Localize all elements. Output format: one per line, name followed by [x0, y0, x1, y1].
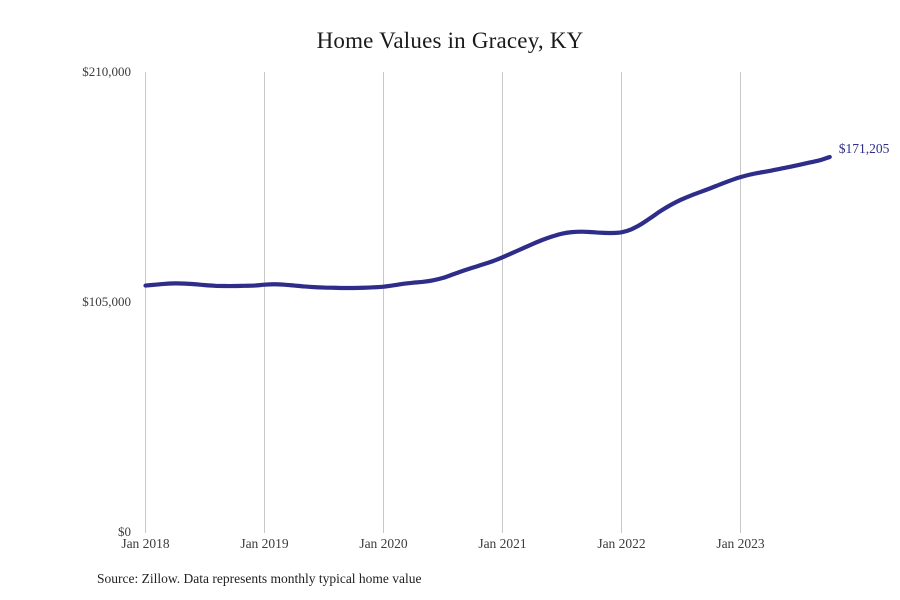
gridlines-group [145, 72, 741, 533]
x-axis-tick-label: Jan 2020 [359, 536, 408, 551]
y-axis-tick-label: $0 [118, 524, 131, 539]
source-note: Source: Zillow. Data represents monthly … [97, 571, 422, 586]
home-value-line [143, 154, 832, 291]
y-axis-tick-label: $210,000 [82, 64, 131, 79]
x-axis-tick-label: Jan 2018 [121, 536, 170, 551]
end-value-annotation: $171,205 [838, 140, 890, 156]
x-axis-tick-label: Jan 2019 [240, 536, 289, 551]
y-axis-tick-label: $105,000 [82, 294, 131, 309]
x-axis-tick-label: Jan 2022 [597, 536, 646, 551]
page-title: Home Values in Gracey, KY [316, 28, 584, 53]
x-axis-tick-label: Jan 2023 [716, 536, 765, 551]
x-axis-tick-label: Jan 2021 [478, 536, 527, 551]
